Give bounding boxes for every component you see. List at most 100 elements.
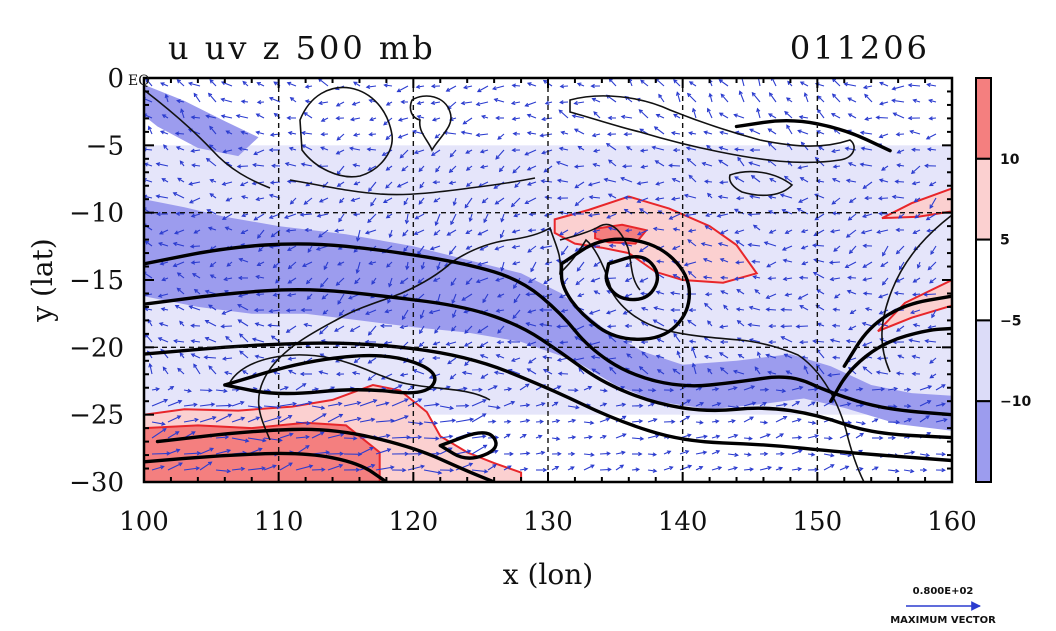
wind-vector	[525, 322, 537, 327]
wind-vector	[420, 261, 425, 270]
wind-vector	[241, 370, 249, 375]
wind-vector	[174, 304, 185, 311]
wind-vector	[209, 178, 217, 183]
coastline-gulf	[559, 223, 641, 291]
wind-vector	[183, 417, 199, 423]
wind-vector	[193, 92, 201, 103]
colorbar-swatch	[975, 319, 992, 403]
wind-vector	[727, 433, 739, 439]
wind-vector	[148, 362, 153, 375]
wind-vector	[519, 434, 527, 439]
wind-vector	[878, 133, 889, 139]
wind-vector	[335, 371, 345, 377]
wind-vector	[880, 261, 889, 268]
wind-vector	[727, 452, 739, 458]
wind-vector	[743, 385, 756, 391]
wind-vector	[631, 467, 641, 472]
coastline-new-guinea	[569, 95, 855, 164]
wind-vector	[337, 261, 345, 266]
wind-vector	[903, 468, 915, 474]
height-contour	[144, 451, 389, 482]
wind-vector	[335, 149, 345, 155]
wind-vector	[871, 418, 879, 423]
wind-vector	[496, 293, 505, 298]
wind-vector	[209, 274, 217, 279]
wind-vector	[839, 402, 852, 407]
wind-vector	[255, 196, 265, 202]
wind-vector	[780, 307, 793, 312]
wind-vector	[590, 83, 601, 89]
wind-vector	[823, 436, 833, 441]
wind-vector	[688, 307, 697, 313]
wind-vector	[817, 95, 825, 103]
colorbar-label: 5	[1000, 233, 1010, 249]
wind-vector	[754, 366, 761, 375]
wind-vector	[253, 213, 265, 221]
wind-vector	[367, 213, 377, 224]
wind-vector	[935, 402, 946, 407]
wind-vector	[448, 165, 457, 173]
y-tick-label: −5	[86, 131, 124, 161]
wind-vector	[911, 292, 921, 297]
wind-vector	[175, 211, 185, 216]
wind-vector	[895, 371, 905, 376]
wind-vector	[189, 244, 201, 249]
wind-vector	[673, 113, 681, 119]
wind-vector	[203, 355, 217, 360]
wind-vector	[812, 339, 825, 344]
wind-vector	[452, 197, 457, 207]
wind-vector	[608, 159, 617, 167]
wind-vector	[624, 323, 633, 329]
wind-vector	[417, 277, 425, 284]
wind-vector	[161, 178, 169, 183]
wind-vector	[519, 451, 531, 456]
wind-vector	[183, 466, 201, 471]
wind-vector	[162, 366, 169, 375]
wind-vector	[289, 197, 297, 205]
wind-vector	[711, 419, 720, 424]
wind-vector	[747, 242, 761, 248]
wind-vector	[881, 165, 889, 171]
wind-vector	[688, 174, 697, 183]
wind-vector	[451, 325, 457, 332]
wind-vector	[558, 146, 569, 151]
wind-vector	[695, 434, 708, 439]
chart-date-label: 011206	[790, 29, 930, 67]
wind-vector	[640, 164, 649, 169]
wind-vector	[749, 128, 761, 135]
wind-vector	[707, 192, 713, 199]
wind-vector	[204, 336, 217, 343]
coastline-borneo	[299, 86, 393, 178]
wind-vector	[655, 290, 665, 295]
wind-vector	[878, 309, 889, 315]
wind-vector	[592, 228, 601, 234]
wind-vector	[279, 401, 298, 407]
wind-vector	[471, 434, 487, 439]
wind-vector	[199, 447, 215, 455]
wind-vector	[720, 93, 729, 103]
wind-vector	[567, 418, 577, 423]
wind-vector	[433, 197, 441, 203]
wind-vector	[555, 160, 569, 167]
x-tick-label: 110	[254, 507, 304, 537]
coastline-islands-north	[728, 170, 794, 197]
wind-vector	[711, 387, 720, 392]
wind-vector	[519, 403, 531, 408]
wind-vector	[238, 333, 249, 343]
height-contours	[144, 119, 952, 482]
wind-vector	[158, 322, 169, 327]
wind-vector	[351, 370, 361, 376]
wind-vector	[849, 309, 857, 315]
wind-vector	[786, 124, 793, 135]
wind-vector	[167, 448, 181, 455]
wind-vector	[462, 85, 473, 90]
wind-vector	[503, 465, 512, 471]
wind-vector	[640, 79, 649, 87]
wind-vector	[785, 370, 793, 375]
wind-vector	[237, 275, 249, 281]
wind-vector	[567, 466, 575, 471]
wind-vector	[207, 92, 217, 103]
wind-vector	[908, 338, 921, 343]
height-contour	[144, 288, 952, 440]
wind-vector	[845, 229, 857, 238]
